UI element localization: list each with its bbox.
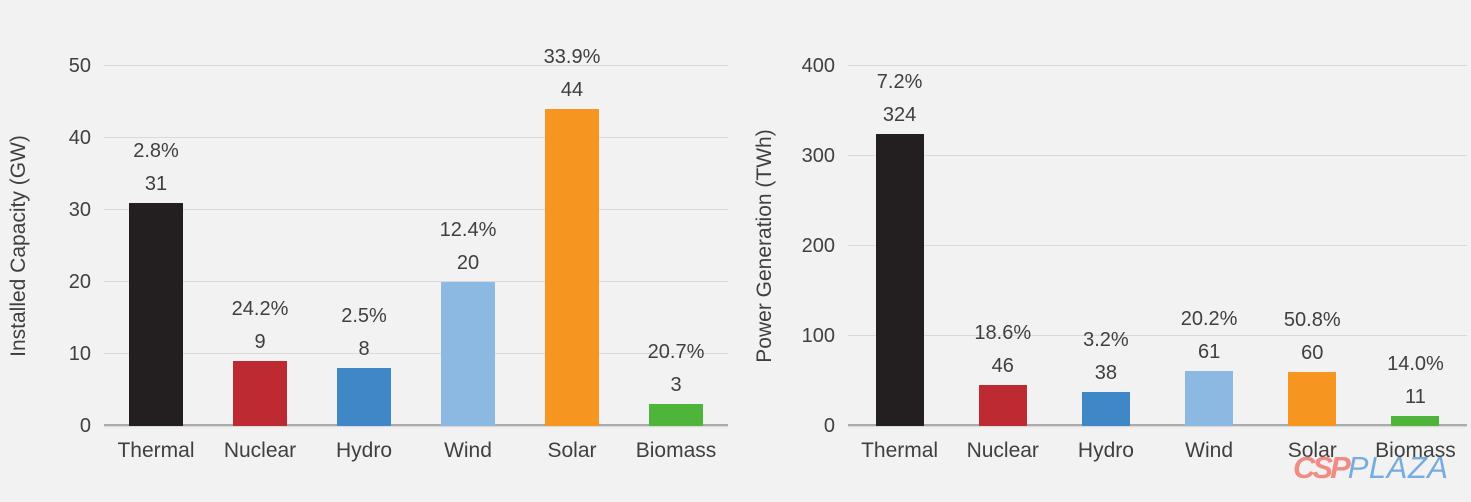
percent-label-biomass: 14.0% — [1387, 353, 1444, 376]
gridline-0 — [104, 424, 728, 426]
cspplaza-watermark: CSPPLAZA — [1293, 451, 1448, 485]
gridline-200 — [848, 245, 1467, 246]
value-label-hydro: 8 — [358, 338, 370, 361]
x-category-label-hydro: Hydro — [1077, 439, 1134, 462]
column-wind: 20 12.4% Wind — [416, 66, 520, 462]
installed-capacity-chart: Installed Capacity (GW) 0 10 20 30 40 50 31 2.8… — [0, 0, 735, 502]
gridline-0 — [848, 424, 1467, 426]
x-category-label-hydro: Hydro — [335, 439, 393, 462]
gridline-40 — [104, 137, 728, 138]
column-biomass: 11 14.0% Biomass — [1364, 66, 1467, 462]
x-category-label-wind: Wind — [1185, 439, 1234, 462]
y-tick-label-10: 10 — [68, 343, 91, 365]
bar-hydro — [337, 368, 391, 426]
x-category-label-thermal: Thermal — [861, 439, 939, 462]
y-tick-label-100: 100 — [801, 325, 835, 347]
value-label-biomass: 3 — [670, 374, 682, 397]
percent-label-nuclear: 18.6% — [974, 321, 1032, 344]
percent-label-hydro: 3.2% — [1083, 328, 1129, 351]
bar-nuclear — [978, 384, 1027, 426]
value-label-hydro: 38 — [1094, 361, 1118, 384]
y-axis-title-installed-capacity: Installed Capacity (GW) — [7, 135, 30, 357]
bar-columns: 324 7.2% Thermal 46 18.6% Nuclear 38 3.2% Hydro 6… — [848, 66, 1467, 462]
y-tick-label-40: 40 — [68, 127, 91, 149]
y-tick-label-300: 300 — [801, 145, 835, 167]
x-category-label-biomass: Biomass — [1375, 439, 1456, 462]
bar-nuclear — [233, 361, 287, 426]
gridline-30 — [104, 209, 728, 210]
column-solar: 44 33.9% Solar — [520, 47, 624, 462]
y-tick-label-0: 0 — [79, 415, 91, 437]
percent-label-hydro: 2.5% — [341, 305, 387, 328]
percent-label-biomass: 20.7% — [647, 341, 705, 364]
gridline-300 — [848, 155, 1467, 156]
value-label-solar: 44 — [560, 79, 584, 102]
y-tick-label-50: 50 — [68, 55, 91, 77]
plot-area-power-generation: 0 100 200 300 400 324 7.2% Thermal 46 18.6% Nuclea… — [802, 55, 1467, 462]
percent-label-thermal: 2.8% — [133, 139, 179, 162]
value-label-nuclear: 9 — [254, 331, 266, 354]
watermark-csp-text: CSP — [1293, 450, 1351, 485]
watermark-plaza-text: PLAZA — [1347, 450, 1449, 485]
percent-label-solar: 50.8% — [1283, 309, 1341, 331]
x-category-label-wind: Wind — [444, 439, 492, 462]
column-hydro: 38 3.2% Hydro — [1054, 66, 1157, 462]
percent-label-solar: 33.9% — [543, 46, 601, 69]
y-tick-label-30: 30 — [68, 199, 91, 221]
column-thermal: 31 2.8% Thermal — [104, 66, 208, 462]
value-label-nuclear: 46 — [991, 354, 1014, 377]
y-tick-label-400: 400 — [801, 55, 835, 77]
y-tick-label-0: 0 — [823, 415, 835, 437]
bar-wind — [1185, 371, 1234, 426]
gridline-10 — [104, 353, 728, 354]
percent-label-thermal: 7.2% — [876, 71, 923, 94]
value-label-wind: 61 — [1197, 341, 1221, 364]
column-wind: 61 20.2% Wind — [1158, 66, 1261, 462]
column-hydro: 8 2.5% Hydro — [312, 66, 416, 462]
bar-biomass — [1391, 416, 1440, 426]
power-generation-chart: Power Generation (TWh) 0 100 200 300 400 324 7… — [735, 0, 1471, 502]
value-label-thermal: 31 — [144, 172, 168, 195]
bar-wind — [441, 282, 495, 426]
value-label-thermal: 324 — [882, 104, 917, 127]
bar-thermal — [129, 202, 183, 426]
value-label-wind: 20 — [456, 252, 480, 274]
gridline-20 — [104, 281, 728, 282]
x-category-label-solar: Solar — [547, 439, 597, 462]
percent-label-wind: 20.2% — [1180, 308, 1238, 331]
gridline-100 — [848, 335, 1467, 336]
y-axis-title-power-generation: Power Generation (TWh) — [753, 129, 776, 363]
plot-area-installed-capacity: 0 10 20 30 40 50 31 2.8% Thermal 9 24.2% Nuclear 8 2.… — [69, 47, 728, 462]
column-solar: 60 50.8% Solar — [1261, 66, 1364, 462]
percent-label-nuclear: 24.2% — [231, 298, 289, 321]
y-tick-label-200: 200 — [801, 235, 835, 257]
bar-thermal — [875, 134, 924, 426]
bar-columns: 31 2.8% Thermal 9 24.2% Nuclear 8 2.5% Hydro 20 12… — [104, 47, 728, 462]
x-category-label-biomass: Biomass — [635, 439, 717, 462]
bar-solar — [545, 109, 599, 426]
column-thermal: 324 7.2% Thermal — [848, 66, 951, 462]
bar-hydro — [1081, 391, 1130, 426]
x-category-label-solar: Solar — [1287, 439, 1337, 462]
bar-solar — [1288, 372, 1337, 426]
bar-biomass — [649, 404, 703, 426]
gridline-50 — [104, 65, 728, 66]
value-label-solar: 60 — [1301, 342, 1324, 364]
value-label-biomass: 11 — [1405, 386, 1426, 409]
column-biomass: 3 20.7% Biomass — [624, 66, 728, 462]
x-category-label-nuclear: Nuclear — [223, 439, 297, 462]
gridline-400 — [848, 65, 1467, 66]
y-tick-label-20: 20 — [68, 271, 91, 293]
x-category-label-nuclear: Nuclear — [966, 439, 1039, 462]
x-category-label-thermal: Thermal — [117, 439, 195, 462]
column-nuclear: 9 24.2% Nuclear — [208, 66, 312, 462]
column-nuclear: 46 18.6% Nuclear — [951, 66, 1054, 462]
percent-label-wind: 12.4% — [439, 219, 497, 241]
